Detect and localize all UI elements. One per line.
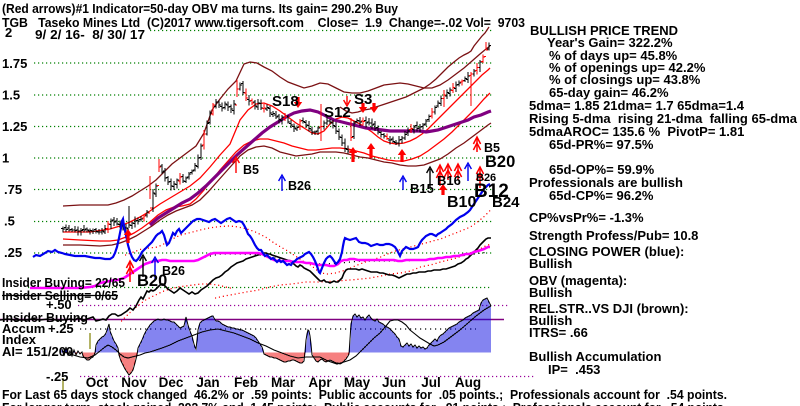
svg-text:Jan: Jan <box>196 375 219 390</box>
svg-text:B20: B20 <box>137 272 167 290</box>
svg-text:S18: S18 <box>272 93 299 110</box>
svg-text:S3: S3 <box>354 91 372 108</box>
svg-text:Feb: Feb <box>234 375 258 390</box>
svg-text:Nov: Nov <box>121 375 147 390</box>
svg-text:1.25: 1.25 <box>2 119 27 134</box>
svg-text:S12: S12 <box>324 104 351 121</box>
svg-text:-.25: -.25 <box>46 369 68 384</box>
svg-text:Bullish: Bullish <box>529 313 572 328</box>
svg-text:May: May <box>344 375 371 390</box>
svg-text:CP%vsPr%= -1.3%: CP%vsPr%= -1.3% <box>529 210 644 225</box>
svg-text:CLOSING POWER (blue):: CLOSING POWER (blue): <box>529 244 684 259</box>
svg-text:For longer term, stock gained: For longer term, stock gained 292.7% and… <box>2 400 727 406</box>
svg-text:9/ 2/ 16- 8/ 30/ 17: 9/ 2/ 16- 8/ 30/ 17 <box>35 27 145 42</box>
svg-text:65-day gain= 46.2%: 65-day gain= 46.2% <box>549 85 669 100</box>
svg-text:B5: B5 <box>484 141 500 155</box>
svg-text:65d-PR%= 97.5%: 65d-PR%= 97.5% <box>549 137 654 152</box>
svg-text:TGB Taseko Mines Ltd (C)201: TGB Taseko Mines Ltd (C)2017 www.tigerso… <box>2 15 525 30</box>
svg-text:Bullish Accumulation: Bullish Accumulation <box>529 349 661 364</box>
svg-text:1: 1 <box>2 151 9 166</box>
svg-text:Year's Gain= 322.2%: Year's Gain= 322.2% <box>547 35 673 50</box>
svg-text:BULLISH PRICE TREND: BULLISH PRICE TREND <box>530 23 678 38</box>
svg-text:Insider Buying= 22/65: Insider Buying= 22/65 <box>2 275 125 290</box>
svg-text:AI= 151/200: AI= 151/200 <box>2 344 73 359</box>
svg-text:Rising 5-dma rising 21-dma f: Rising 5-dma rising 21-dma falling 65-dm… <box>529 111 798 126</box>
svg-text:B26: B26 <box>476 172 496 184</box>
svg-text:Jul: Jul <box>421 375 441 390</box>
svg-text:Insider Buying: Insider Buying <box>2 310 88 325</box>
svg-text:5dma= 1.85 21dma= 1.7 65dma=1.: 5dma= 1.85 21dma= 1.7 65dma=1.4 <box>529 98 745 113</box>
svg-text:.5: .5 <box>4 214 15 229</box>
svg-text:B5: B5 <box>243 163 259 177</box>
svg-text:.25: .25 <box>4 245 22 260</box>
svg-text:(Red arrows)#1 Indicator=50-da: (Red arrows)#1 Indicator=50-day OBV ma t… <box>2 1 399 16</box>
svg-text:Bullish: Bullish <box>529 256 572 271</box>
svg-text:B15: B15 <box>410 181 434 196</box>
svg-text:B26: B26 <box>162 264 185 278</box>
svg-text:IP= .453: IP= .453 <box>548 362 600 377</box>
svg-text:1.75: 1.75 <box>2 56 27 71</box>
svg-text:% of openings up= 42.2%: % of openings up= 42.2% <box>549 60 706 75</box>
svg-text:Jun: Jun <box>382 375 406 390</box>
svg-text:% of days up= 45.8%: % of days up= 45.8% <box>549 48 678 63</box>
svg-text:B26: B26 <box>288 179 311 193</box>
svg-text:B20: B20 <box>485 153 515 171</box>
svg-text:Accum: Accum <box>2 321 45 336</box>
svg-text:Index: Index <box>2 332 37 347</box>
svg-text:For Last 65 days stock changed: For Last 65 days stock changed 46.2% or … <box>2 387 727 402</box>
svg-text:Apr: Apr <box>308 375 332 390</box>
svg-text:5dmaAROC= 135.6 % PivotP= 1.8: 5dmaAROC= 135.6 % PivotP= 1.81 <box>529 124 744 139</box>
svg-text:% of closings up= 43.8%: % of closings up= 43.8% <box>549 72 701 87</box>
svg-text:Professionals are bullish: Professionals are bullish <box>529 175 683 190</box>
svg-text:REL.STR..VS DJI (brown):: REL.STR..VS DJI (brown): <box>529 301 689 316</box>
svg-text:B10: B10 <box>447 194 476 211</box>
svg-text:Dec: Dec <box>159 375 184 390</box>
svg-text:Aug: Aug <box>455 375 481 390</box>
svg-text:B16: B16 <box>437 173 461 188</box>
svg-text:.75: .75 <box>4 182 22 197</box>
svg-text:ITRS= .66: ITRS= .66 <box>529 325 588 340</box>
svg-text:65d-CP%= 96.2%: 65d-CP%= 96.2% <box>549 188 654 203</box>
svg-text:1.5: 1.5 <box>2 88 20 103</box>
svg-text:Oct: Oct <box>86 375 109 390</box>
svg-text:Strength Profess/Pub= 10.8: Strength Profess/Pub= 10.8 <box>529 228 698 243</box>
svg-text:65d-OP%= 59.9%: 65d-OP%= 59.9% <box>549 162 655 177</box>
svg-text:Mar: Mar <box>271 375 296 390</box>
svg-text:B12: B12 <box>474 181 509 202</box>
svg-text:Bullish: Bullish <box>529 285 572 300</box>
svg-text:+.50: +.50 <box>46 297 72 312</box>
svg-text:+.25: +.25 <box>48 321 74 336</box>
svg-text:B24: B24 <box>492 194 520 211</box>
svg-text:OBV (magenta):: OBV (magenta): <box>529 273 627 288</box>
svg-text:2: 2 <box>5 25 12 40</box>
